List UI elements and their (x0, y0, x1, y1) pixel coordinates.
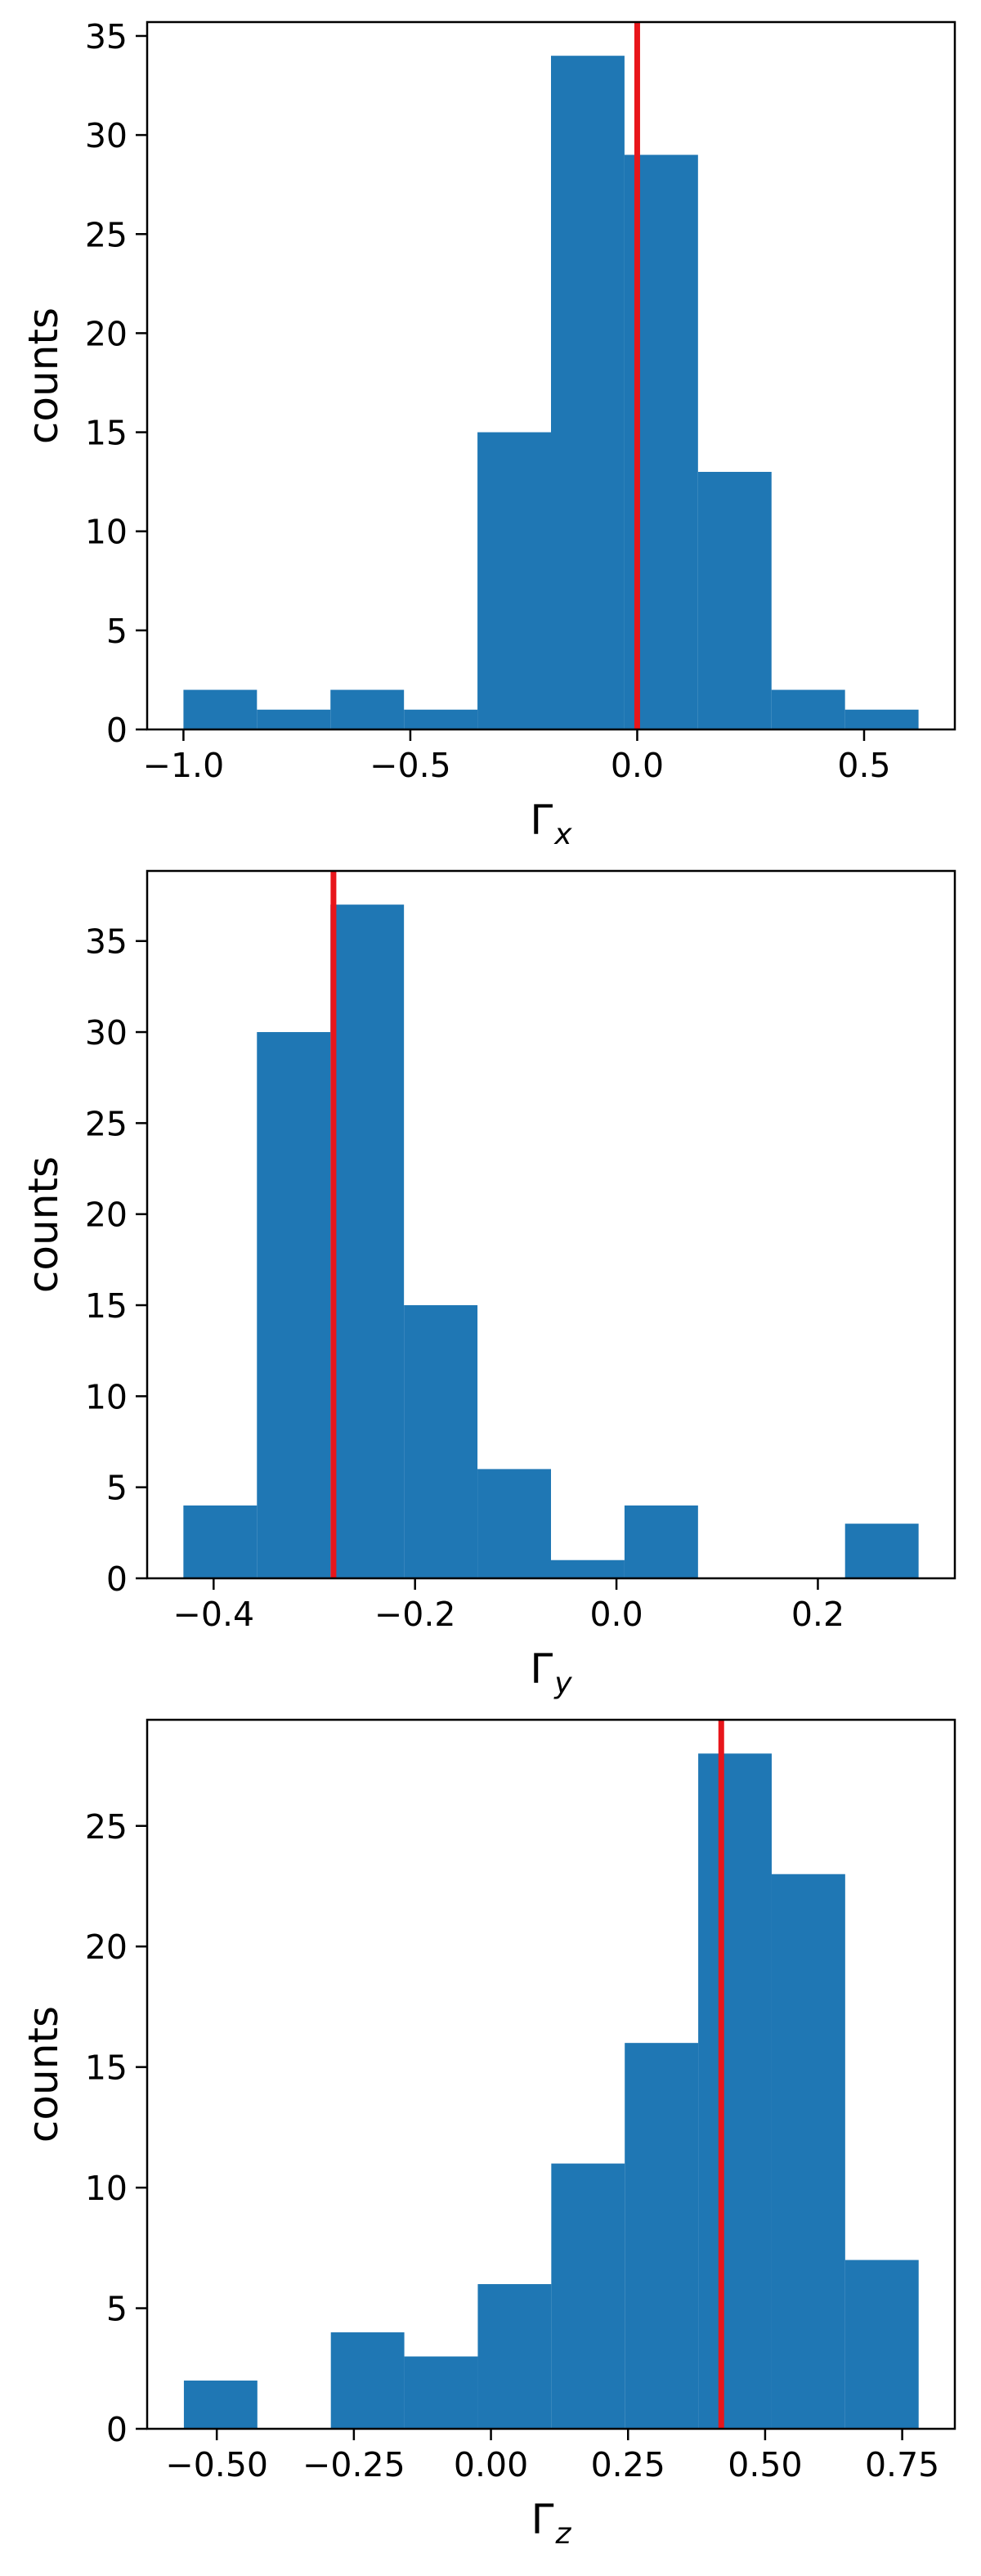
y-tick-label: 10 (85, 2169, 128, 2208)
plot-frame (146, 1718, 956, 2430)
y-tick-label: 0 (106, 2410, 128, 2449)
y-tick-label: 25 (85, 1104, 128, 1143)
histogram-bar (404, 709, 478, 729)
y-axis-ticks: 0 5 10 15 20 25 (85, 1807, 147, 2449)
histogram-bar (771, 1874, 845, 2429)
x-tick-label: −0.25 (302, 2445, 405, 2484)
histogram-bar (330, 2332, 405, 2429)
histogram-bar (404, 2356, 478, 2429)
histogram-bar (183, 2381, 258, 2429)
histogram-bar (330, 689, 405, 729)
histogram-bar (625, 2043, 699, 2429)
y-tick-label: 0 (106, 711, 128, 750)
histogram-bar (624, 1505, 698, 1578)
y-tick-label: 0 (106, 1560, 128, 1599)
y-tick-label: 35 (85, 17, 128, 56)
histogram-bar (697, 472, 772, 729)
histogram-bar (551, 56, 625, 729)
histogram-panel-gamma-x: −1.0 −0.5 0.0 0.5 0 5 10 15 20 25 30 35 Γx counts (20, 17, 956, 851)
x-axis-label: Γz (531, 2496, 572, 2551)
histogram-bar (183, 1505, 258, 1578)
x-tick-label: 0.75 (865, 2445, 939, 2484)
y-tick-label: 5 (106, 1469, 128, 1508)
y-axis-label: counts (20, 307, 67, 444)
y-tick-label: 30 (85, 1013, 128, 1052)
plot-frame (146, 20, 956, 731)
histogram-bars (183, 904, 919, 1578)
histogram-bar (257, 1032, 331, 1578)
x-tick-label: 0.0 (589, 1595, 643, 1634)
histogram-bar (477, 1469, 551, 1578)
y-tick-label: 20 (85, 1928, 128, 1967)
x-tick-label: −0.4 (173, 1595, 255, 1634)
x-axis-label: Γx (530, 797, 572, 851)
x-tick-label: 0.50 (728, 2445, 802, 2484)
x-tick-label: 0.00 (454, 2445, 528, 2484)
histogram-bar (477, 2284, 552, 2429)
y-tick-label: 10 (85, 1377, 128, 1416)
x-axis-ticks: −0.50 −0.25 0.00 0.25 0.50 0.75 (165, 2429, 939, 2484)
y-tick-label: 10 (85, 513, 128, 552)
x-axis-label: Γy (530, 1645, 572, 1700)
y-tick-label: 5 (106, 612, 128, 651)
x-tick-label: 0.25 (591, 2445, 665, 2484)
histogram-panel-gamma-y: −0.4 −0.2 0.0 0.2 0 5 10 15 20 25 30 35 Γy counts (20, 869, 956, 1700)
histogram-bar (698, 1753, 772, 2429)
histogram-bar (257, 709, 331, 729)
y-axis-ticks: 0 5 10 15 20 25 30 35 (85, 922, 147, 1599)
x-tick-label: −0.5 (370, 746, 451, 785)
y-axis-label: counts (20, 1156, 67, 1293)
x-tick-label: 0.5 (837, 746, 890, 785)
x-tick-label: −0.50 (165, 2445, 268, 2484)
y-tick-label: 5 (106, 2290, 128, 2329)
y-tick-label: 15 (85, 2049, 128, 2088)
x-tick-label: 0.2 (791, 1595, 844, 1634)
x-tick-label: −0.2 (374, 1595, 456, 1634)
x-axis-ticks: −0.4 −0.2 0.0 0.2 (173, 1578, 844, 1634)
histogram-bar (551, 2163, 625, 2429)
plot-frame (146, 869, 956, 1580)
y-tick-label: 35 (85, 922, 128, 962)
y-axis-label: counts (20, 2006, 67, 2143)
histogram-bars (183, 1753, 919, 2429)
y-tick-label: 25 (85, 1807, 128, 1847)
x-tick-label: 0.0 (611, 746, 664, 785)
y-axis-ticks: 0 5 10 15 20 25 30 35 (85, 17, 147, 750)
y-tick-label: 30 (85, 116, 128, 155)
histogram-bar (404, 1305, 478, 1578)
histogram-bar (551, 1560, 625, 1578)
histogram-panel-gamma-z: −0.50 −0.25 0.00 0.25 0.50 0.75 0 5 10 15 20 25 Γz… (20, 1718, 956, 2551)
histogram-bar (330, 904, 405, 1578)
histogram-bar (844, 2260, 919, 2429)
y-tick-label: 15 (85, 414, 128, 453)
histogram-bar (183, 689, 258, 729)
histogram-bar (771, 689, 845, 729)
histogram-bar (844, 1524, 919, 1578)
x-tick-label: −1.0 (143, 746, 225, 785)
y-tick-label: 20 (85, 1196, 128, 1235)
x-axis-ticks: −1.0 −0.5 0.0 0.5 (143, 729, 891, 785)
y-tick-label: 15 (85, 1286, 128, 1326)
y-tick-label: 25 (85, 215, 128, 254)
y-tick-label: 20 (85, 314, 128, 353)
histogram-bar (477, 432, 551, 729)
histogram-bar (844, 709, 919, 729)
